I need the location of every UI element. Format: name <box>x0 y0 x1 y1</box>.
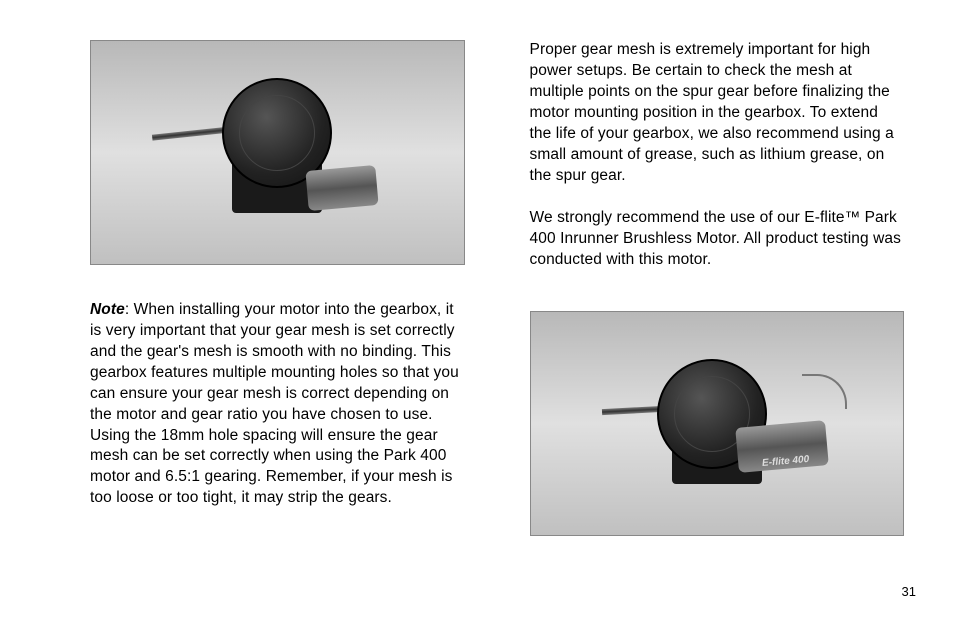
note-body-text: : When installing your motor into the ge… <box>90 301 459 506</box>
note-label: Note <box>90 301 125 318</box>
figure-gearbox-front <box>90 40 465 265</box>
page-number: 31 <box>902 584 916 599</box>
gear-mesh-paragraph: Proper gear mesh is extremely important … <box>530 40 905 186</box>
gearbox-motor-illustration: E-flite 400 <box>617 349 817 499</box>
right-column: Proper gear mesh is extremely important … <box>530 30 905 587</box>
motor-recommendation-paragraph: We strongly recommend the use of our E-f… <box>530 208 905 271</box>
note-paragraph: Note: When installing your motor into th… <box>90 300 465 509</box>
motor-housing-shape <box>306 165 379 211</box>
left-column: Note: When installing your motor into th… <box>90 30 465 587</box>
manual-page: Note: When installing your motor into th… <box>0 0 954 617</box>
motor-wires-shape <box>802 374 847 409</box>
gearbox-illustration <box>177 78 377 228</box>
figure-gearbox-with-motor: E-flite 400 <box>530 311 905 536</box>
